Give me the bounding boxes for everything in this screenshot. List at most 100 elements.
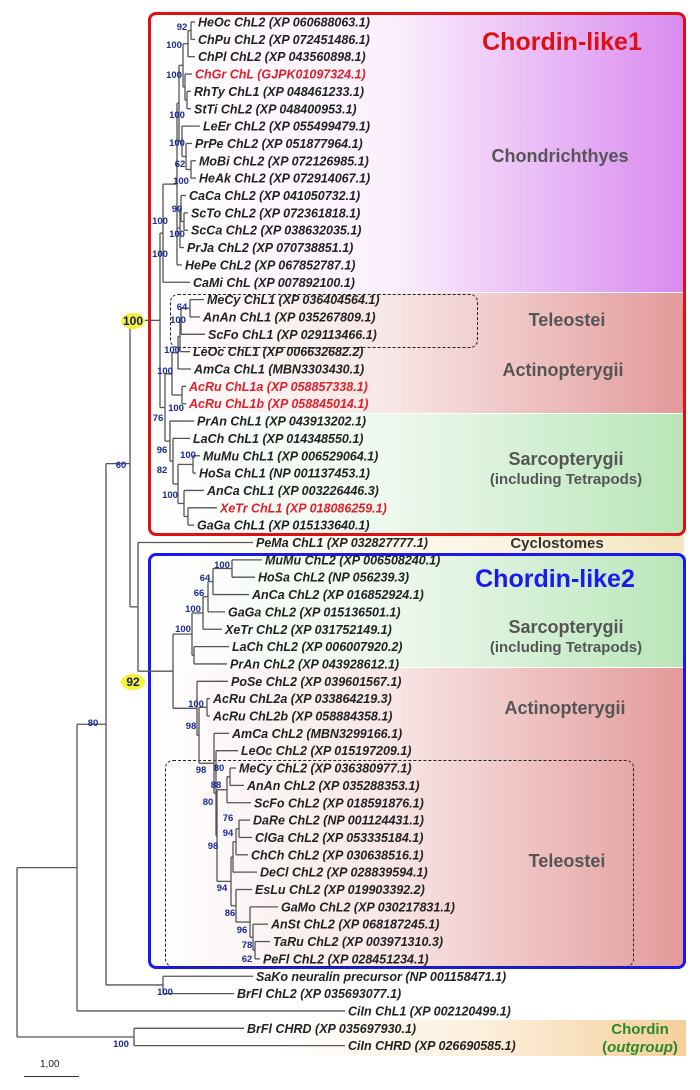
- tip-label: PrAn ChL1 (XP 043913202.1): [197, 415, 366, 429]
- cyclostomes-label: Cyclostomes: [510, 535, 604, 552]
- sarcopterygii-label-2: Sarcopterygii (including Tetrapods): [490, 617, 642, 657]
- tip-label: AcRu ChL2b (XP 058884358.1): [212, 710, 392, 724]
- tip-label: CaCa ChL2 (XP 041050732.1): [189, 189, 360, 203]
- bootstrap-value: 96: [237, 925, 248, 936]
- bootstrap-value: 100: [168, 403, 184, 414]
- tip-label: AmCa ChL2 (MBN3299166.1): [231, 727, 402, 741]
- bootstrap-value: 100: [152, 216, 168, 227]
- bootstrap-value: 98: [208, 841, 219, 852]
- bootstrap-value: 100: [157, 366, 173, 377]
- tip-label: ChPu ChL2 (XP 072451486.1): [198, 33, 370, 47]
- tip-label: HeAk ChL2 (XP 072914067.1): [199, 172, 370, 186]
- chordin-like1-box: [148, 12, 686, 536]
- tip-label: ScCa ChL2 (XP 038632035.1): [191, 224, 361, 238]
- outgroup-title: Chordin: [611, 1021, 669, 1038]
- actinopterygii-region-1: [150, 293, 684, 413]
- bootstrap-value: 100: [152, 249, 168, 260]
- bootstrap-value: 100: [169, 110, 185, 121]
- teleostei-box-1: [170, 294, 478, 348]
- bootstrap-value: 100: [157, 987, 173, 998]
- sarcopterygii-note: (including Tetrapods): [489, 471, 643, 488]
- chondrichthyes-region: [150, 14, 684, 292]
- tip-label: AnCa ChL2 (XP 016852924.1): [251, 588, 424, 602]
- bootstrap-value: 80: [214, 763, 225, 774]
- scale-bar-label: 1,00: [40, 1059, 60, 1070]
- bootstrap-value: 100: [166, 70, 182, 81]
- sarcopterygii-name: Sarcopterygii: [508, 449, 624, 469]
- bootstrap-value: 96: [157, 445, 168, 456]
- teleostei-label-1: Teleostei: [528, 310, 606, 330]
- bootstrap-value: 64: [200, 573, 211, 584]
- tip-label: PeFl ChL2 (XP 028451234.1): [263, 952, 429, 966]
- tip-label: AnCa ChL1 (XP 003226446.3): [206, 484, 379, 498]
- tip-label: AnSt ChL2 (XP 068187245.1): [270, 918, 439, 932]
- tip-label: LeOc ChL2 (XP 015197209.1): [241, 744, 411, 758]
- tip-label: HePe ChL2 (XP 067852787.1): [185, 258, 355, 272]
- paren-close: ): [672, 1039, 678, 1056]
- sarcopterygii-region-2: [150, 555, 684, 667]
- tip-label: AnAn ChL2 (XP 035288353.1): [246, 779, 420, 793]
- bootstrap-value: 62: [175, 159, 186, 170]
- bootstrap-value: 92: [126, 675, 140, 689]
- tip-label: StTi ChL2 (XP 048400953.1): [194, 102, 357, 116]
- bootstrap-value: 100: [113, 1039, 129, 1050]
- paren-open: (: [602, 1039, 608, 1056]
- tip-label: XeTr ChL1 (XP 018086259.1): [219, 501, 387, 515]
- tip-label: BrFl CHRD (XP 035697930.1): [247, 1022, 416, 1036]
- bootstrap-value: 82: [157, 465, 168, 476]
- bootstrap-value: 92: [177, 22, 188, 33]
- bootstrap-value: 100: [185, 604, 201, 615]
- bootstrap-value: 64: [177, 302, 188, 313]
- tip-label: ScFo ChL1 (XP 029113466.1): [208, 328, 377, 342]
- tip-label: HoSa ChL2 (NP 056239.3): [258, 571, 409, 585]
- bootstrap-value: 66: [194, 588, 205, 599]
- chordin-like2-title: Chordin-like2: [475, 565, 635, 593]
- teleostei-label-2: Teleostei: [528, 851, 606, 871]
- bootstrap-value: 88: [211, 780, 222, 791]
- chondrichthyes-label: Chondrichthyes: [491, 146, 629, 166]
- actinopterygii-region-2: [150, 668, 684, 966]
- tip-label: MeCy ChL1 (XP 036404564.1): [207, 293, 380, 307]
- bootstrap-value: 94: [217, 883, 228, 894]
- tip-label: PrAn ChL2 (XP 043928612.1): [230, 657, 399, 671]
- bootstrap-value: 100: [214, 560, 230, 571]
- bootstrap-value: 78: [242, 940, 253, 951]
- teleostei-box-2: [165, 760, 634, 967]
- bootstrap-value: 100: [173, 176, 189, 187]
- scale-bar: [24, 1076, 79, 1077]
- tip-label: PrJa ChL2 (XP 070738851.1): [187, 241, 353, 255]
- actinopterygii-label-1: Actinopterygii: [502, 360, 624, 380]
- strong-support-marker: [121, 313, 145, 329]
- bootstrap-value: 100: [170, 315, 186, 326]
- outgroup-label: Chordin (outgroup): [602, 1021, 678, 1057]
- tip-label: ChCh ChL2 (XP 030638516.1): [251, 848, 424, 862]
- bootstrap-value: 90: [172, 204, 183, 215]
- sarcopterygii-name: Sarcopterygii: [508, 617, 624, 637]
- bootstrap-value: 100: [162, 490, 178, 501]
- sarcopterygii-label-1: Sarcopterygii (including Tetrapods): [490, 449, 642, 489]
- bootstrap-value: 100: [169, 229, 185, 240]
- bootstrap-value: 62: [242, 954, 253, 965]
- tip-label: MeCy ChL2 (XP 036380977.1): [239, 762, 412, 776]
- tip-label: BrFl ChL2 (XP 035693077.1): [237, 987, 401, 1001]
- bootstrap-value: 86: [225, 908, 236, 919]
- bootstrap-value: 98: [186, 721, 197, 732]
- tip-label: CaMi ChL (XP 007892100.1): [193, 276, 355, 290]
- tip-label: GaGa ChL2 (XP 015136501.1): [228, 605, 401, 619]
- tip-label: ChPl ChL2 (XP 043560898.1): [198, 50, 366, 64]
- tip-label: EsLu ChL2 (XP 019903392.2): [255, 883, 425, 897]
- tip-label: AcRu ChL2a (XP 033864219.3): [212, 692, 392, 706]
- bootstrap-value: 100: [175, 624, 191, 635]
- chordin-like1-title: Chordin-like1: [482, 28, 642, 56]
- tip-label: HeOc ChL2 (XP 060688063.1): [198, 16, 370, 30]
- tip-label: DeCl ChL2 (XP 028839594.1): [260, 866, 428, 880]
- bootstrap-value: 80: [203, 797, 214, 808]
- tip-label: XeTr ChL2 (XP 031752149.1): [224, 623, 392, 637]
- tip-label: RhTy ChL1 (XP 048461233.1): [194, 85, 364, 99]
- chordin-like2-box: [148, 553, 686, 969]
- tip-label: TaRu ChL2 (XP 003971310.3): [273, 935, 443, 949]
- tip-label: ClGa ChL2 (XP 053335184.1): [255, 831, 423, 845]
- bootstrap-value: 100: [123, 314, 143, 328]
- tip-label: AcRu ChL1a (XP 058857338.1): [188, 380, 368, 394]
